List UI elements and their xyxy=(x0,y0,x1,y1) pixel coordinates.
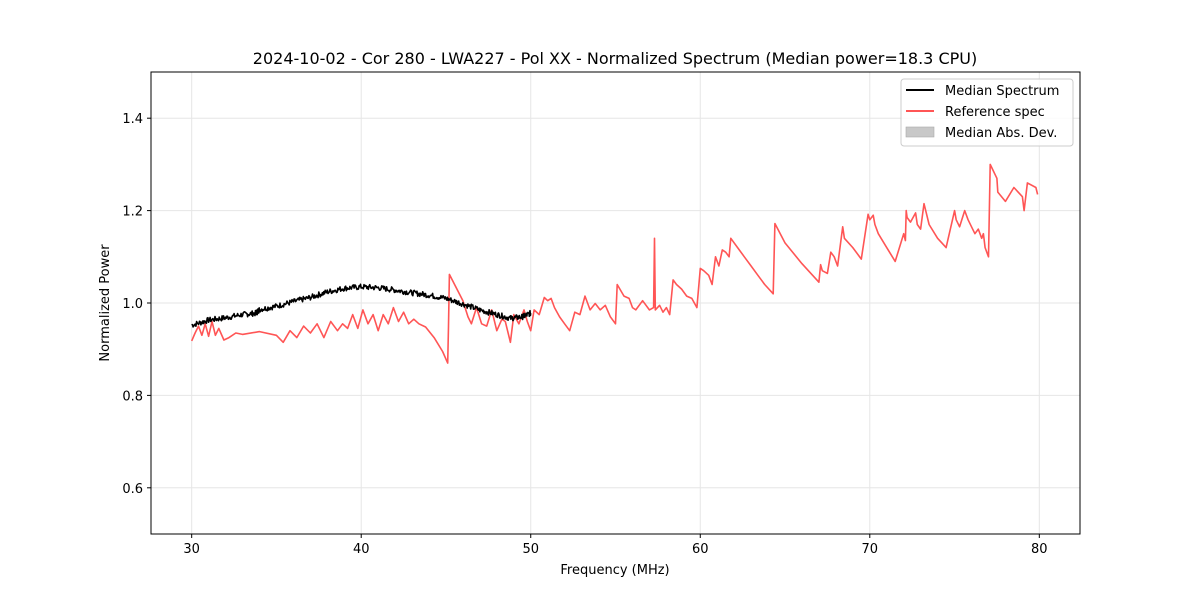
legend-label-median-abs-dev: Median Abs. Dev. xyxy=(945,126,1057,141)
legend-label-median-spectrum: Median Spectrum xyxy=(945,84,1059,99)
chart-title: 2024-10-02 - Cor 280 - LWA227 - Pol XX -… xyxy=(253,49,977,68)
x-tick-label: 40 xyxy=(353,542,370,557)
legend-label-reference-spec: Reference spec xyxy=(945,105,1045,120)
y-tick-label: 1.2 xyxy=(122,205,143,220)
legend-swatch-median-abs-dev xyxy=(905,126,935,138)
x-tick-label: 50 xyxy=(522,542,539,557)
x-tick-label: 70 xyxy=(862,542,879,557)
y-tick-label: 0.8 xyxy=(122,389,143,404)
y-tick-label: 1.4 xyxy=(122,112,143,127)
legend-frame xyxy=(900,78,1074,147)
y-tick-label: 1.0 xyxy=(122,297,143,312)
x-tick-label: 60 xyxy=(692,542,709,557)
plot-area xyxy=(190,163,1039,364)
series-line-reference-spec xyxy=(190,163,1039,364)
series-line-median-spectrum xyxy=(191,283,532,328)
x-tick-label: 30 xyxy=(183,542,200,557)
y-axis-label: Normalized Power xyxy=(98,244,113,362)
y-axis: 0.6 0.8 1.0 1.2 1.4 xyxy=(122,112,151,497)
legend: Median Spectrum Reference spec Median Ab… xyxy=(900,78,1074,147)
x-tick-label: 80 xyxy=(1031,542,1048,557)
x-axis: 30 40 50 60 70 80 xyxy=(183,534,1048,557)
x-axis-label: Frequency (MHz) xyxy=(560,563,669,578)
y-tick-label: 0.6 xyxy=(122,482,143,497)
